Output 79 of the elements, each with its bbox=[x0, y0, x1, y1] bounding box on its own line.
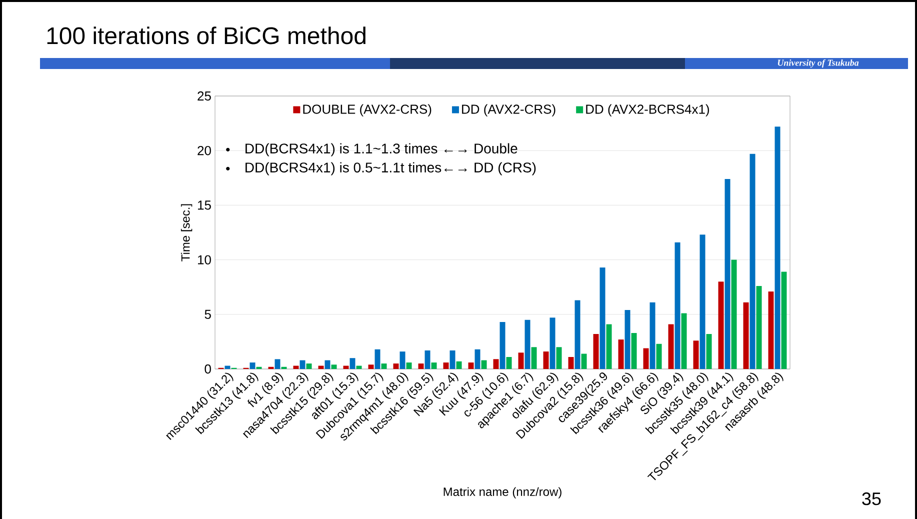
bar bbox=[406, 362, 412, 369]
bar bbox=[343, 366, 349, 369]
bar bbox=[443, 362, 449, 369]
bar bbox=[718, 282, 724, 369]
bar bbox=[756, 286, 762, 369]
bar bbox=[668, 324, 674, 369]
x-axis-title: Matrix name (nnz/row) bbox=[444, 487, 562, 498]
bar bbox=[593, 334, 599, 369]
bar bbox=[781, 272, 787, 369]
bar bbox=[724, 178, 730, 369]
bar bbox=[624, 310, 630, 369]
bar bbox=[481, 360, 487, 369]
bar bbox=[524, 320, 530, 369]
bar bbox=[356, 366, 362, 369]
bar bbox=[393, 364, 399, 369]
bar bbox=[743, 302, 749, 369]
bar bbox=[518, 352, 524, 369]
bar bbox=[331, 364, 337, 369]
bar bbox=[631, 332, 637, 369]
bar bbox=[431, 362, 437, 369]
legend-label: DD (AVX2-BCRS4x1) bbox=[586, 104, 710, 116]
bar bbox=[681, 313, 687, 369]
bar bbox=[468, 362, 474, 369]
bar bbox=[568, 356, 574, 369]
bar bbox=[618, 340, 624, 369]
y-tick-label: 5 bbox=[204, 310, 211, 319]
bar bbox=[418, 364, 424, 369]
bar bbox=[643, 348, 649, 369]
bar bbox=[293, 366, 299, 369]
bar bbox=[400, 352, 406, 369]
bar bbox=[600, 267, 606, 369]
bar bbox=[581, 354, 587, 369]
bar bbox=[768, 291, 774, 369]
bar bbox=[456, 361, 462, 369]
y-tick-label: 10 bbox=[198, 255, 211, 264]
bar bbox=[774, 126, 780, 369]
bar bbox=[693, 340, 699, 369]
bar bbox=[224, 366, 230, 369]
bar bbox=[500, 322, 506, 369]
bar bbox=[750, 154, 756, 369]
bar bbox=[706, 334, 712, 369]
bar bbox=[606, 324, 612, 369]
bar bbox=[424, 350, 430, 369]
legend-label: DD (AVX2-CRS) bbox=[462, 104, 556, 116]
bar bbox=[574, 300, 580, 369]
bar bbox=[674, 242, 680, 369]
text: 35 bbox=[862, 492, 881, 506]
chart-title: 100 iterations of BiCG method bbox=[47, 26, 366, 44]
legend-label: DOUBLE (AVX2-CRS) bbox=[303, 104, 432, 116]
text: University of Tsukuba bbox=[778, 59, 859, 68]
bar bbox=[656, 344, 662, 369]
bar bbox=[250, 362, 256, 369]
annotation: DD(BCRS4x1) is 1.1~1.3 times ←→ Double bbox=[246, 143, 518, 156]
bar bbox=[474, 349, 480, 369]
bar bbox=[650, 302, 656, 369]
bar bbox=[731, 260, 737, 369]
bar bbox=[450, 350, 456, 369]
bar bbox=[274, 359, 280, 369]
y-tick-label: 25 bbox=[198, 91, 211, 101]
bar bbox=[550, 318, 556, 369]
bar bbox=[350, 358, 356, 369]
bar bbox=[300, 360, 306, 369]
bar bbox=[374, 349, 380, 369]
bar bbox=[556, 347, 562, 369]
bar bbox=[324, 360, 330, 369]
y-axis-title: Time [sec.] bbox=[180, 204, 192, 262]
y-tick-label: 15 bbox=[198, 200, 211, 210]
bar bbox=[306, 364, 312, 369]
y-tick-label: 20 bbox=[198, 146, 211, 156]
bar bbox=[506, 356, 512, 369]
bar bbox=[381, 364, 387, 369]
bar bbox=[368, 364, 374, 369]
bar bbox=[531, 347, 537, 369]
bar bbox=[493, 359, 499, 369]
y-tick-label: 0 bbox=[204, 364, 211, 374]
annotation: DD(BCRS4x1) is 0.5~1.1t times←→ DD (CRS) bbox=[246, 162, 536, 176]
bar bbox=[700, 234, 706, 369]
bar bbox=[543, 352, 549, 369]
bar bbox=[318, 366, 324, 369]
